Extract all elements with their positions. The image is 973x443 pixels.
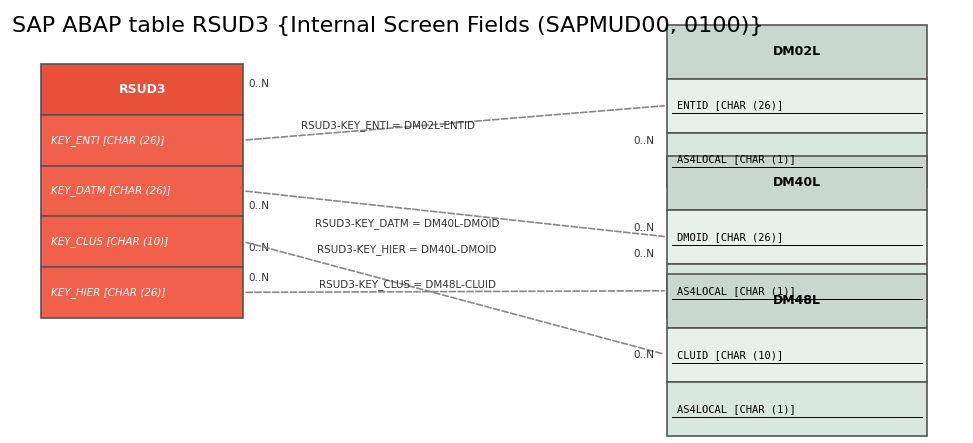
Text: 0..N: 0..N xyxy=(633,223,654,233)
Text: 0..N: 0..N xyxy=(248,201,270,211)
Text: AS4LOCAL [CHAR (1)]: AS4LOCAL [CHAR (1)] xyxy=(676,155,795,164)
FancyBboxPatch shape xyxy=(667,274,926,328)
Text: DM48L: DM48L xyxy=(773,295,821,307)
Text: AS4LOCAL [CHAR (1)]: AS4LOCAL [CHAR (1)] xyxy=(676,404,795,414)
FancyBboxPatch shape xyxy=(667,78,926,132)
Text: 0..N: 0..N xyxy=(633,350,654,360)
Text: 0..N: 0..N xyxy=(248,79,270,89)
Text: RSUD3-KEY_HIER = DM40L-DMOID: RSUD3-KEY_HIER = DM40L-DMOID xyxy=(317,245,497,255)
Text: SAP ABAP table RSUD3 {Internal Screen Fields (SAPMUD00, 0100)}: SAP ABAP table RSUD3 {Internal Screen Fi… xyxy=(13,16,764,36)
Text: 0..N: 0..N xyxy=(248,243,270,253)
Text: RSUD3-KEY_DATM = DM40L-DMOID: RSUD3-KEY_DATM = DM40L-DMOID xyxy=(315,218,499,229)
FancyBboxPatch shape xyxy=(667,132,926,187)
FancyBboxPatch shape xyxy=(667,156,926,210)
FancyBboxPatch shape xyxy=(41,64,243,115)
Text: KEY_HIER [CHAR (26)]: KEY_HIER [CHAR (26)] xyxy=(51,287,165,298)
FancyBboxPatch shape xyxy=(41,166,243,216)
Text: DMOID [CHAR (26)]: DMOID [CHAR (26)] xyxy=(676,232,782,242)
Text: KEY_ENTI [CHAR (26)]: KEY_ENTI [CHAR (26)] xyxy=(51,135,164,146)
Text: CLUID [CHAR (10)]: CLUID [CHAR (10)] xyxy=(676,350,782,360)
Text: RSUD3: RSUD3 xyxy=(119,83,166,96)
Text: DM40L: DM40L xyxy=(773,176,821,189)
FancyBboxPatch shape xyxy=(667,210,926,264)
Text: AS4LOCAL [CHAR (1)]: AS4LOCAL [CHAR (1)] xyxy=(676,286,795,296)
Text: KEY_DATM [CHAR (26)]: KEY_DATM [CHAR (26)] xyxy=(51,186,170,196)
Text: RSUD3-KEY_ENTI = DM02L-ENTID: RSUD3-KEY_ENTI = DM02L-ENTID xyxy=(301,120,475,131)
FancyBboxPatch shape xyxy=(41,216,243,267)
FancyBboxPatch shape xyxy=(41,115,243,166)
FancyBboxPatch shape xyxy=(41,267,243,318)
Text: 0..N: 0..N xyxy=(633,249,654,259)
Text: RSUD3-KEY_CLUS = DM48L-CLUID: RSUD3-KEY_CLUS = DM48L-CLUID xyxy=(318,280,495,290)
Text: DM02L: DM02L xyxy=(773,45,821,58)
Text: 0..N: 0..N xyxy=(248,273,270,284)
Text: KEY_CLUS [CHAR (10)]: KEY_CLUS [CHAR (10)] xyxy=(51,236,168,247)
FancyBboxPatch shape xyxy=(667,25,926,78)
Text: ENTID [CHAR (26)]: ENTID [CHAR (26)] xyxy=(676,101,782,111)
FancyBboxPatch shape xyxy=(667,328,926,382)
Text: 0..N: 0..N xyxy=(633,136,654,146)
FancyBboxPatch shape xyxy=(667,382,926,436)
FancyBboxPatch shape xyxy=(667,264,926,318)
